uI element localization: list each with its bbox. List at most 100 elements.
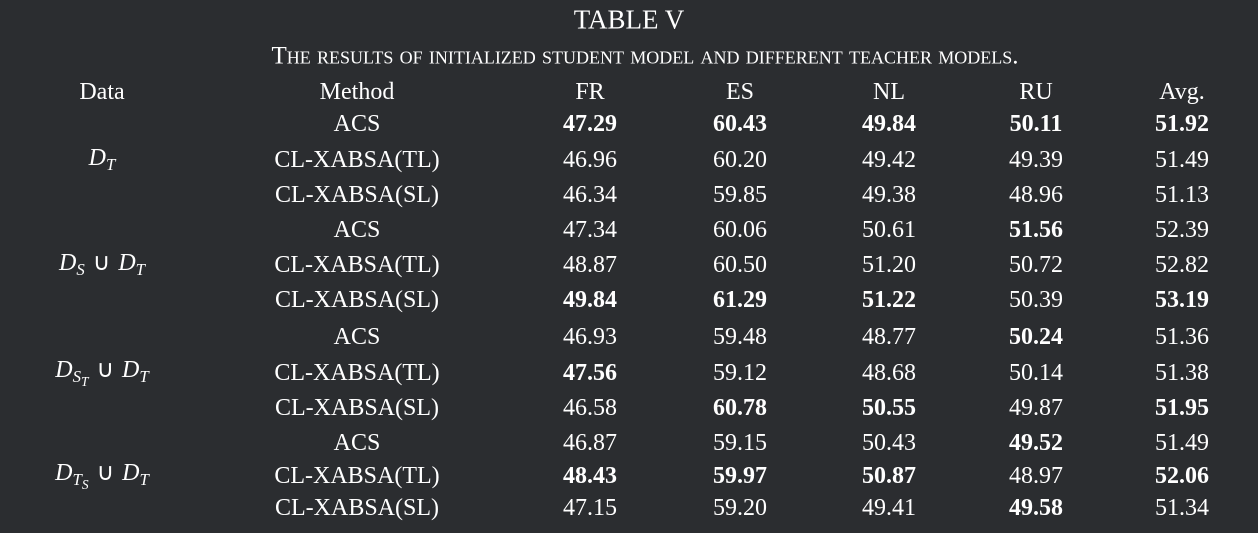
value-cell: 50.14 bbox=[1009, 359, 1063, 386]
math-subscript: T bbox=[139, 366, 148, 385]
value-cell: 50.55 bbox=[862, 395, 916, 421]
method-cell: CL-XABSA(TL) bbox=[274, 252, 440, 278]
value-cell: 60.43 bbox=[713, 111, 767, 137]
value-cell: 49.84 bbox=[862, 111, 916, 137]
value-cell: 51.34 bbox=[1155, 495, 1209, 521]
column-header: Avg. bbox=[1159, 79, 1205, 105]
method-cell: CL-XABSA(SL) bbox=[274, 495, 440, 521]
value-cell: 46.87 bbox=[563, 430, 617, 456]
column-header: Data bbox=[79, 79, 125, 105]
math-variable: D bbox=[59, 250, 77, 277]
value-cell: 48.87 bbox=[563, 252, 617, 278]
value-cell: 60.50 bbox=[713, 252, 767, 278]
math-variable: D bbox=[55, 356, 73, 383]
value-cell: 48.97 bbox=[1009, 462, 1063, 489]
value-cell: 49.42 bbox=[862, 146, 916, 173]
math-subscript: T bbox=[106, 155, 115, 174]
math-subscript: ST bbox=[72, 366, 89, 388]
table-title: TABLE V bbox=[573, 4, 685, 35]
method-cell: CL-XABSA(TL) bbox=[274, 146, 440, 173]
math-operator: ∪ bbox=[96, 356, 115, 383]
method-cell: CL-XABSA(SL) bbox=[274, 395, 440, 421]
value-cell: 49.84 bbox=[563, 287, 617, 313]
value-cell: 48.68 bbox=[862, 359, 916, 386]
value-cell: 50.72 bbox=[1009, 252, 1063, 278]
value-cell: 52.39 bbox=[1155, 217, 1209, 243]
value-cell: 51.22 bbox=[862, 287, 916, 313]
value-cell: 51.49 bbox=[1155, 146, 1209, 173]
math-operator: ∪ bbox=[96, 459, 115, 486]
value-cell: 50.43 bbox=[862, 430, 916, 456]
math-subsubscript: S bbox=[82, 476, 89, 491]
value-cell: 49.87 bbox=[1009, 395, 1063, 421]
math-subsubscript: T bbox=[81, 373, 88, 388]
math-subscript: T bbox=[136, 260, 145, 279]
math-operator: ∪ bbox=[92, 250, 111, 277]
value-cell: 60.78 bbox=[713, 395, 767, 421]
value-cell: 49.41 bbox=[862, 495, 916, 521]
value-cell: 49.38 bbox=[862, 182, 916, 208]
column-header: FR bbox=[575, 79, 605, 105]
value-cell: 47.29 bbox=[563, 111, 617, 137]
method-cell: CL-XABSA(SL) bbox=[274, 287, 440, 313]
data-label: DT bbox=[89, 146, 116, 174]
method-cell: ACS bbox=[333, 111, 381, 137]
method-cell: CL-XABSA(TL) bbox=[274, 359, 440, 386]
data-label: DST ∪ DT bbox=[55, 357, 148, 388]
method-cell: CL-XABSA(TL) bbox=[274, 462, 440, 489]
value-cell: 47.56 bbox=[563, 359, 617, 386]
value-cell: 48.77 bbox=[862, 324, 916, 350]
value-cell: 50.11 bbox=[1009, 111, 1063, 137]
math-variable: D bbox=[122, 459, 140, 486]
value-cell: 51.56 bbox=[1009, 217, 1063, 243]
math-subscript: S bbox=[76, 260, 84, 279]
value-cell: 47.34 bbox=[563, 217, 617, 243]
math-subsubscript-text: S bbox=[81, 476, 89, 492]
value-cell: 59.12 bbox=[713, 359, 767, 386]
math-variable: D bbox=[122, 356, 140, 383]
value-cell: 50.61 bbox=[862, 217, 916, 243]
value-cell: 47.15 bbox=[563, 495, 617, 521]
method-cell: CL-XABSA(SL) bbox=[274, 182, 440, 208]
value-cell: 59.15 bbox=[713, 430, 767, 456]
math-variable: D bbox=[55, 459, 73, 486]
method-cell: ACS bbox=[333, 217, 381, 243]
value-cell: 59.20 bbox=[713, 495, 767, 521]
value-cell: 51.92 bbox=[1155, 111, 1209, 137]
value-cell: 51.49 bbox=[1155, 430, 1209, 456]
math-subscript: TS bbox=[72, 469, 89, 491]
math-subscript-text: T bbox=[139, 469, 149, 489]
table-caption: The results of initialized student model… bbox=[271, 42, 1019, 70]
column-header: Method bbox=[319, 79, 395, 105]
value-cell: 52.82 bbox=[1155, 252, 1209, 278]
column-header: ES bbox=[725, 79, 755, 105]
math-subscript-text: S bbox=[76, 260, 85, 280]
math-subscript-text: S bbox=[72, 366, 81, 386]
value-cell: 49.39 bbox=[1009, 146, 1063, 173]
method-cell: ACS bbox=[333, 430, 381, 456]
math-subscript: T bbox=[139, 469, 148, 488]
value-cell: 49.52 bbox=[1009, 430, 1063, 456]
value-cell: 51.20 bbox=[862, 252, 916, 278]
math-subsubscript-text: T bbox=[80, 373, 89, 389]
math-subscript-text: T bbox=[135, 260, 145, 280]
value-cell: 50.39 bbox=[1009, 287, 1063, 313]
column-header: NL bbox=[873, 79, 905, 105]
value-cell: 60.06 bbox=[713, 217, 767, 243]
value-cell: 49.58 bbox=[1009, 495, 1063, 521]
value-cell: 59.97 bbox=[713, 462, 767, 489]
value-cell: 51.13 bbox=[1155, 182, 1209, 208]
value-cell: 52.06 bbox=[1155, 462, 1209, 489]
value-cell: 50.87 bbox=[862, 462, 916, 489]
method-cell: ACS bbox=[333, 324, 381, 350]
value-cell: 48.96 bbox=[1009, 182, 1063, 208]
math-subscript-text: T bbox=[139, 366, 149, 386]
value-cell: 50.24 bbox=[1009, 324, 1063, 350]
value-cell: 59.85 bbox=[713, 182, 767, 208]
value-cell: 53.19 bbox=[1155, 287, 1209, 313]
math-subscript-text: T bbox=[72, 469, 82, 489]
value-cell: 60.20 bbox=[713, 146, 767, 173]
value-cell: 51.95 bbox=[1155, 395, 1209, 421]
value-cell: 51.36 bbox=[1155, 324, 1209, 350]
